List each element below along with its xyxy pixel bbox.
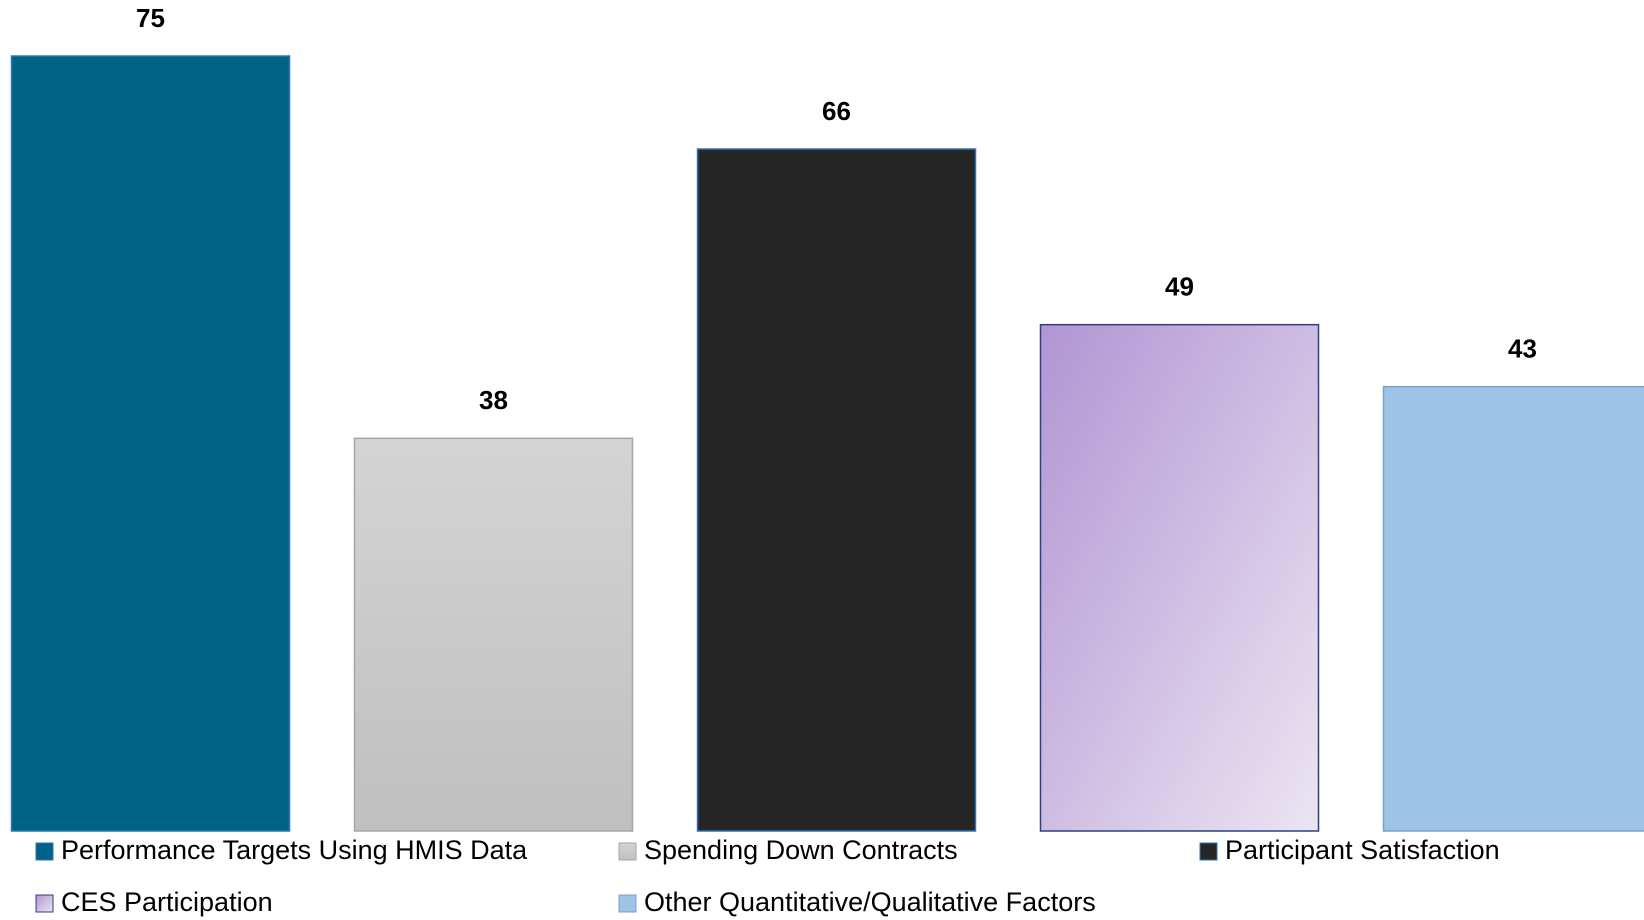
legend-label: Performance Targets Using HMIS Data: [61, 835, 528, 865]
bar: [1382, 385, 1644, 832]
legend-label: Participant Satisfaction: [1225, 835, 1500, 865]
legend-label: Spending Down Contracts: [644, 835, 958, 865]
legend-swatch: [618, 842, 637, 861]
bar: [696, 148, 977, 832]
legend-swatch: [35, 842, 54, 861]
bar: [353, 437, 634, 832]
legend-label: CES Participation: [61, 887, 273, 917]
bar: [10, 55, 291, 832]
value-label: 38: [479, 385, 508, 415]
value-label: 75: [136, 3, 165, 33]
legend-swatch: [35, 894, 54, 913]
legend-swatch: [618, 894, 637, 913]
legend-label: Other Quantitative/Qualitative Factors: [644, 887, 1096, 917]
value-label: 66: [822, 96, 851, 126]
bar: [1039, 323, 1320, 832]
value-label: 49: [1165, 272, 1194, 302]
legend-swatch: [1199, 842, 1218, 861]
value-label: 43: [1508, 334, 1537, 364]
